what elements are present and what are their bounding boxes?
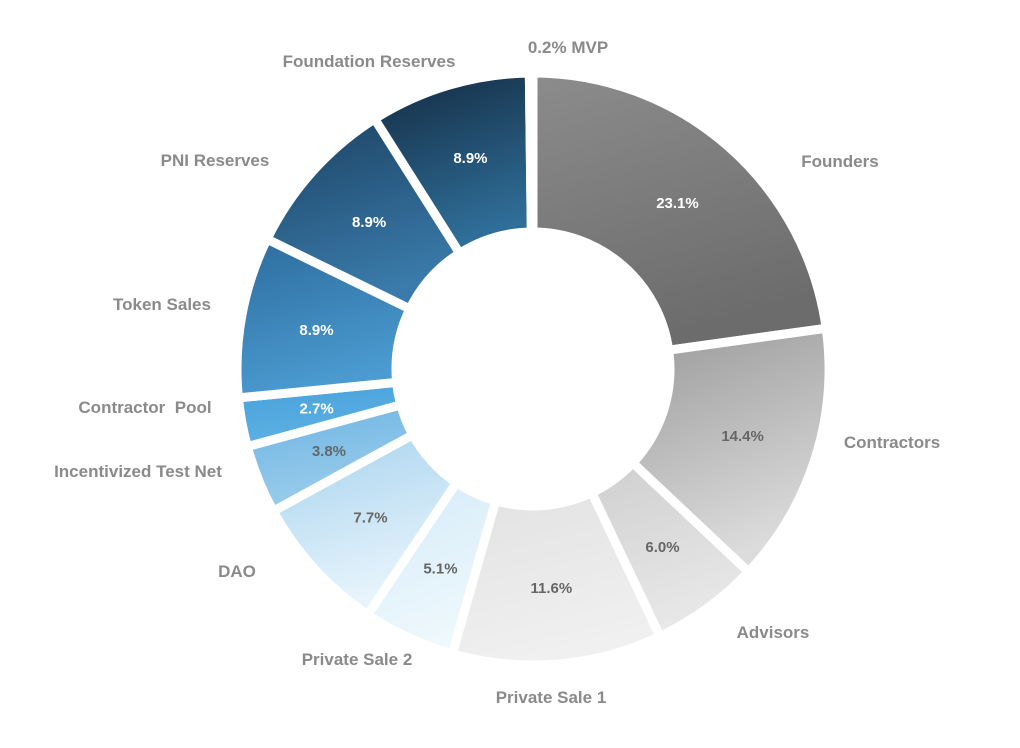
label-private-sale-2: Private Sale 2: [302, 650, 413, 669]
value-label-founders: 23.1%: [656, 195, 699, 212]
slices: [232, 68, 834, 670]
outside-labels: Founders Contractors Advisors Private Sa…: [54, 38, 940, 707]
value-label-private-sale-2: 5.1%: [423, 561, 457, 578]
label-foundation-reserves: Foundation Reserves: [283, 52, 456, 71]
label-mvp: 0.2% MVP: [528, 38, 608, 57]
label-founders: Founders: [801, 152, 878, 171]
label-contractors: Contractors: [844, 433, 940, 452]
value-label-contractor-pool: 2.7%: [300, 401, 334, 418]
value-labels: 23.1% 14.4% 6.0% 11.6% 5.1% 7.7% 3.8% 2.7% 8.9% 8…: [299, 150, 763, 597]
label-dao: DAO: [218, 562, 256, 581]
slice-contractors: [626, 323, 834, 579]
value-label-contractors: 14.4%: [721, 428, 764, 445]
value-label-pni-reserves: 8.9%: [352, 214, 386, 231]
label-contractor-pool: Contractor Pool: [78, 398, 211, 417]
label-incentivized-test-net: Incentivized Test Net: [54, 462, 222, 481]
value-label-token-sales: 8.9%: [299, 322, 333, 339]
label-token-sales: Token Sales: [113, 295, 211, 314]
value-label-advisors: 6.0%: [645, 539, 679, 556]
value-label-dao: 7.7%: [353, 509, 387, 526]
slice-mvp: [524, 68, 538, 237]
value-label-private-sale-1: 11.6%: [531, 580, 573, 597]
label-advisors: Advisors: [737, 623, 810, 642]
label-private-sale-1: Private Sale 1: [496, 688, 607, 707]
value-label-incentivized-test-net: 3.8%: [312, 443, 346, 460]
label-pni-reserves: PNI Reserves: [161, 151, 270, 170]
value-label-foundation-reserves: 8.9%: [453, 150, 487, 167]
slice-founders: [528, 68, 832, 356]
